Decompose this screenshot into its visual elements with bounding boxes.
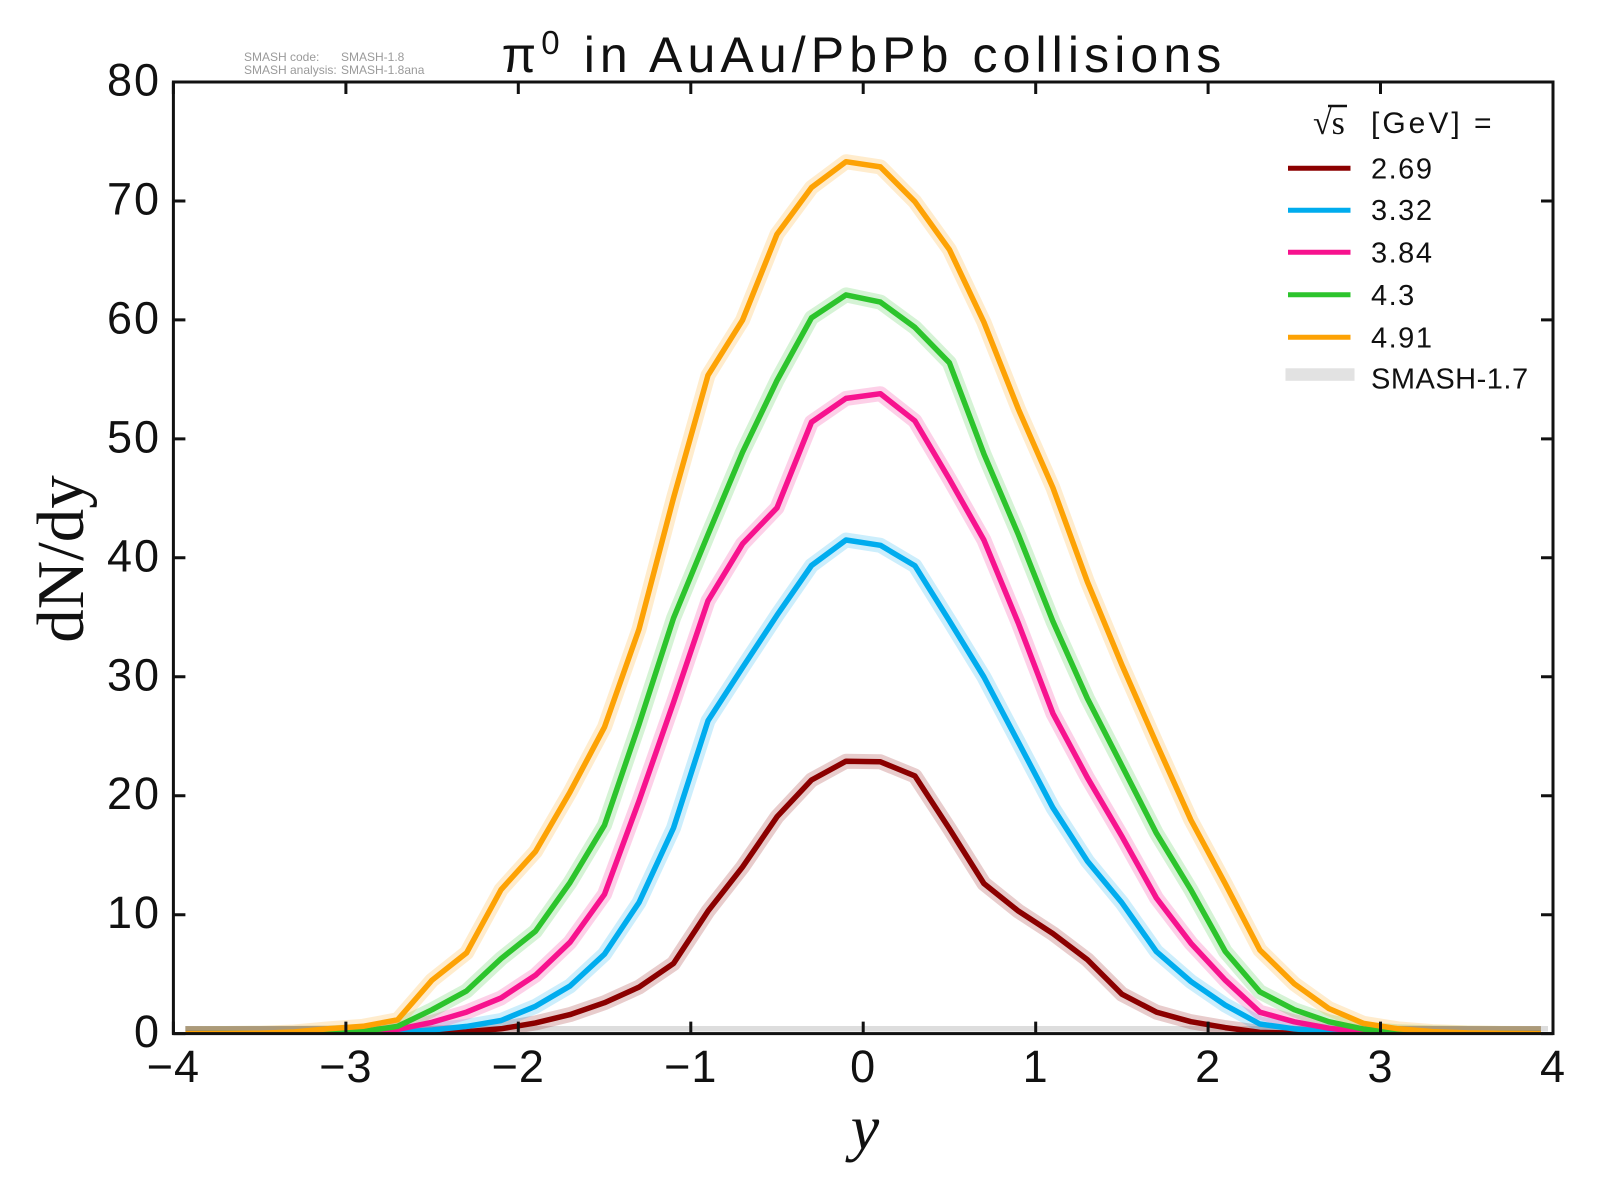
svg-text:80: 80: [107, 55, 161, 106]
svg-text:SMASH analysis:: SMASH analysis:: [244, 63, 337, 77]
svg-text:2.69: 2.69: [1371, 153, 1433, 185]
svg-text:0: 0: [134, 1006, 161, 1057]
svg-text:4.91: 4.91: [1371, 322, 1433, 354]
svg-text:30: 30: [107, 649, 161, 700]
svg-text:10: 10: [107, 887, 161, 938]
svg-text:40: 40: [107, 530, 161, 581]
svg-text:3.32: 3.32: [1371, 195, 1433, 227]
svg-text:−4: −4: [147, 1041, 200, 1092]
svg-text:SMASH-1.8ana: SMASH-1.8ana: [341, 63, 425, 77]
svg-text:2: 2: [1195, 1041, 1221, 1092]
svg-text:20: 20: [107, 768, 161, 819]
svg-text:y: y: [845, 1092, 880, 1163]
svg-text:3: 3: [1367, 1041, 1393, 1092]
svg-text:SMASH code:: SMASH code:: [244, 50, 319, 64]
svg-text:SMASH-1.8: SMASH-1.8: [341, 50, 405, 64]
svg-text:1: 1: [1023, 1041, 1049, 1092]
svg-text:[GeV] =: [GeV] =: [1371, 107, 1495, 140]
svg-text:0: 0: [850, 1041, 876, 1092]
svg-text:π0 in AuAu/PbPb collisions: π0 in AuAu/PbPb collisions: [502, 24, 1227, 83]
svg-text:4.3: 4.3: [1371, 280, 1416, 312]
svg-text:3.84: 3.84: [1371, 237, 1433, 269]
svg-text:60: 60: [107, 292, 161, 343]
svg-text:50: 50: [107, 411, 161, 462]
svg-text:−2: −2: [492, 1041, 545, 1092]
svg-text:SMASH-1.7: SMASH-1.7: [1371, 364, 1529, 396]
svg-text:√s: √s: [1313, 105, 1345, 142]
svg-text:−1: −1: [664, 1041, 717, 1092]
svg-text:70: 70: [107, 174, 161, 225]
svg-text:dN/dy: dN/dy: [24, 475, 98, 643]
svg-text:4: 4: [1540, 1041, 1566, 1092]
svg-text:−3: −3: [319, 1041, 372, 1092]
